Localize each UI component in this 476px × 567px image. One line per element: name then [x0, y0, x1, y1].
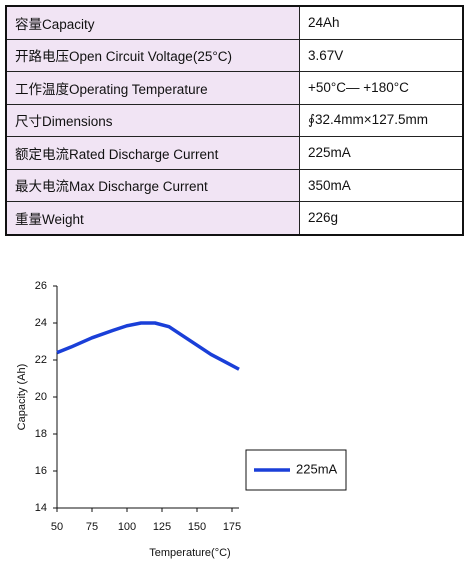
x-tick-label: 150 — [188, 521, 206, 533]
data-line — [56, 321, 240, 371]
spec-name: 开路电压Open Circuit Voltage(25°C) — [5, 38, 300, 72]
row: 工作温度Operating Temperature +50°C— +180°C — [5, 71, 464, 105]
legend-label: 225mA — [296, 461, 338, 476]
spec-value: 350mA — [299, 168, 464, 202]
y-tick-label: 26 — [35, 280, 47, 292]
row: 最大电流Max Discharge Current 350mA — [5, 168, 464, 202]
spec-value: 226g — [299, 201, 464, 235]
row: 重量Weight 226g — [5, 201, 464, 235]
spec-name: 最大电流Max Discharge Current — [5, 168, 300, 202]
y-tick-label: 24 — [35, 317, 47, 329]
x-tick-label: 75 — [86, 521, 98, 533]
y-tick-label: 16 — [35, 465, 47, 477]
spec-value: 24Ah — [299, 5, 464, 40]
y-axis-label: Capacity (Ah) — [16, 364, 28, 431]
x-tick-label: 100 — [118, 521, 136, 533]
row: 尺寸Dimensions ∮32.4mm×127.5mm — [5, 103, 464, 137]
x-tick-label: 175 — [223, 521, 241, 533]
spec-name: 尺寸Dimensions — [5, 103, 300, 137]
spec-name: 额定电流Rated Discharge Current — [5, 136, 300, 170]
x-tick-label: 50 — [51, 521, 63, 533]
spec-name: 工作温度Operating Temperature — [5, 71, 300, 105]
y-tick-label: 22 — [35, 354, 47, 366]
spec-name: 容量Capacity — [5, 5, 300, 40]
spec-name: 重量Weight — [5, 201, 300, 235]
x-tick-label: 125 — [153, 521, 171, 533]
spec-table: 容量Capacity 24Ah 开路电压Open Circuit Voltage(2… — [5, 5, 464, 236]
y-tick-label: 20 — [35, 391, 47, 403]
y-tick-label: 14 — [35, 502, 47, 514]
row: 容量Capacity 24Ah — [5, 5, 464, 40]
row: 开路电压Open Circuit Voltage(25°C) 3.67V — [5, 38, 464, 72]
row: 额定电流Rated Discharge Current 225mA — [5, 136, 464, 170]
x-axis-label: Temperature(°C) — [149, 547, 230, 559]
spec-value: ∮32.4mm×127.5mm — [299, 103, 464, 137]
y-tick-label: 18 — [35, 428, 47, 440]
